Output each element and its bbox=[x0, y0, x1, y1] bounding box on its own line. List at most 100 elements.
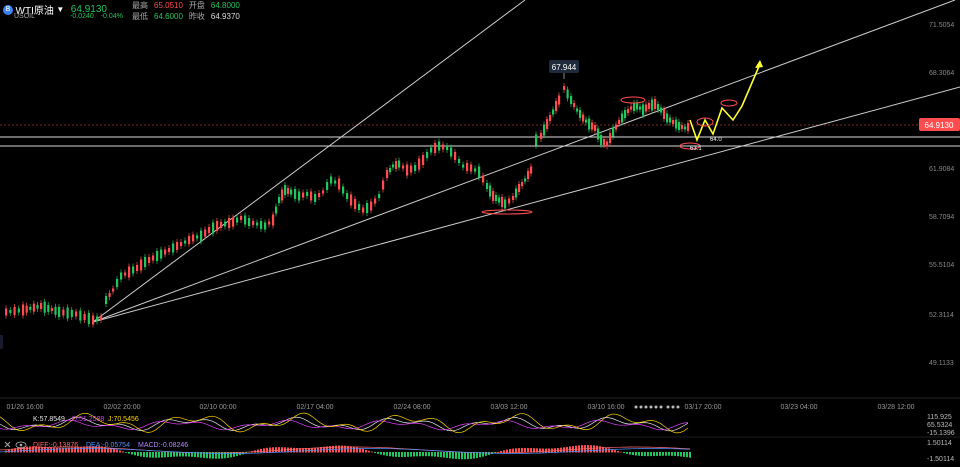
macd-bar bbox=[56, 447, 58, 453]
macd-bar bbox=[374, 452, 376, 454]
candle-body bbox=[62, 309, 65, 316]
candle-body bbox=[236, 217, 239, 223]
macd-bar bbox=[422, 452, 424, 457]
candle-body bbox=[362, 207, 365, 213]
kdj-j-line bbox=[0, 412, 689, 434]
macd-bar bbox=[386, 452, 388, 456]
candle-body bbox=[318, 193, 321, 197]
time-tick: 02/24 08:00 bbox=[394, 404, 431, 411]
macd-bar bbox=[71, 447, 73, 453]
candle-body bbox=[260, 221, 263, 229]
macd-bar bbox=[236, 452, 238, 457]
macd-bar bbox=[278, 447, 280, 453]
price-tag[interactable]: 64.9130 bbox=[919, 118, 960, 131]
candle-body bbox=[603, 139, 606, 145]
macd-bar bbox=[599, 446, 601, 453]
candle-body bbox=[624, 110, 627, 118]
candle-body bbox=[334, 180, 337, 184]
macd-bar bbox=[449, 452, 451, 459]
candle-body bbox=[212, 222, 215, 234]
price-change-pct: -0.04% bbox=[100, 13, 123, 20]
macd-bar bbox=[419, 452, 421, 457]
macd-bar bbox=[353, 446, 355, 453]
candle-body bbox=[615, 124, 618, 130]
candle-body bbox=[232, 217, 235, 227]
candle-body bbox=[687, 123, 690, 131]
open-label: 开盘 bbox=[188, 1, 205, 10]
caret-down-icon[interactable]: ▼ bbox=[56, 5, 65, 14]
candle-body bbox=[350, 194, 353, 206]
macd-bar bbox=[638, 452, 640, 456]
macd-bar bbox=[68, 447, 70, 453]
time-axis: 01/26 16:00 02/02 20:00 02/10 00:00 02/17 0… bbox=[7, 404, 915, 411]
macd-bar bbox=[137, 452, 139, 456]
macd-bar bbox=[512, 448, 514, 453]
candle-body bbox=[87, 313, 90, 324]
macd-bar bbox=[392, 452, 394, 457]
macd-diff-line bbox=[0, 446, 691, 454]
kdj-j: J:70.5456 bbox=[108, 416, 139, 423]
candle-body bbox=[152, 255, 155, 261]
yellow-projection bbox=[689, 60, 763, 143]
candle-body bbox=[389, 168, 392, 172]
macd-bar bbox=[389, 452, 391, 457]
candle-body bbox=[446, 146, 449, 150]
macd-panel bbox=[0, 445, 691, 460]
candle-body bbox=[278, 197, 281, 203]
macd-bar bbox=[404, 452, 406, 457]
macd-bar bbox=[101, 446, 103, 453]
candle-body bbox=[252, 221, 255, 225]
time-tick: 03/23 04:00 bbox=[781, 404, 818, 411]
candle-body bbox=[43, 301, 46, 313]
eye-icon[interactable] bbox=[15, 441, 27, 449]
macd-bar bbox=[11, 448, 13, 453]
macd-bar bbox=[656, 452, 658, 456]
candle-body bbox=[116, 279, 119, 287]
price-tag-label: 64.9130 bbox=[925, 121, 954, 130]
macd-bar bbox=[629, 452, 631, 455]
macd-bar bbox=[443, 452, 445, 458]
macd-bar bbox=[128, 452, 130, 454]
candle-body bbox=[144, 257, 147, 267]
candle-body bbox=[512, 196, 515, 200]
candle-body bbox=[627, 109, 630, 113]
macd-bar bbox=[365, 449, 367, 453]
macd-bar bbox=[500, 451, 502, 453]
candle-body bbox=[358, 204, 361, 210]
macd-bar bbox=[296, 448, 298, 453]
macd-bar bbox=[263, 448, 265, 453]
peak-annotation: 67.944 bbox=[549, 60, 579, 79]
symbol-header[interactable]: B WTI原油 ▼ 64.9130 bbox=[3, 2, 107, 17]
macd-bar bbox=[452, 452, 454, 459]
candle-body bbox=[395, 161, 398, 169]
price-tick: 52.3114 bbox=[929, 312, 954, 319]
macd-bar bbox=[62, 447, 64, 453]
open-value: 64.8000 bbox=[210, 1, 240, 10]
macd-bar bbox=[86, 446, 88, 453]
candle-body bbox=[549, 115, 552, 121]
candle-body bbox=[558, 95, 561, 105]
macd-bar bbox=[74, 447, 76, 453]
macd-bar bbox=[644, 452, 646, 457]
macd-bar bbox=[359, 448, 361, 453]
macd-bar bbox=[164, 452, 166, 458]
candle-body bbox=[105, 296, 108, 304]
candle-body bbox=[462, 164, 465, 168]
macd-bar bbox=[527, 447, 529, 453]
candle-body bbox=[256, 222, 259, 226]
candle-body bbox=[470, 164, 473, 172]
macd-bar bbox=[458, 452, 460, 460]
macd-bar bbox=[197, 452, 199, 458]
close-icon[interactable] bbox=[4, 441, 11, 448]
candle-body bbox=[180, 242, 183, 246]
symbol-name: WTI原油 bbox=[15, 6, 54, 17]
macd-bar bbox=[668, 452, 670, 456]
candle-body bbox=[410, 165, 413, 173]
macd-bar bbox=[23, 446, 25, 453]
time-tick: 02/17 04:00 bbox=[297, 404, 334, 411]
macd-bar bbox=[674, 452, 676, 456]
macd-bar bbox=[17, 447, 19, 453]
macd-bar bbox=[479, 452, 481, 458]
macd-bar bbox=[122, 451, 124, 453]
